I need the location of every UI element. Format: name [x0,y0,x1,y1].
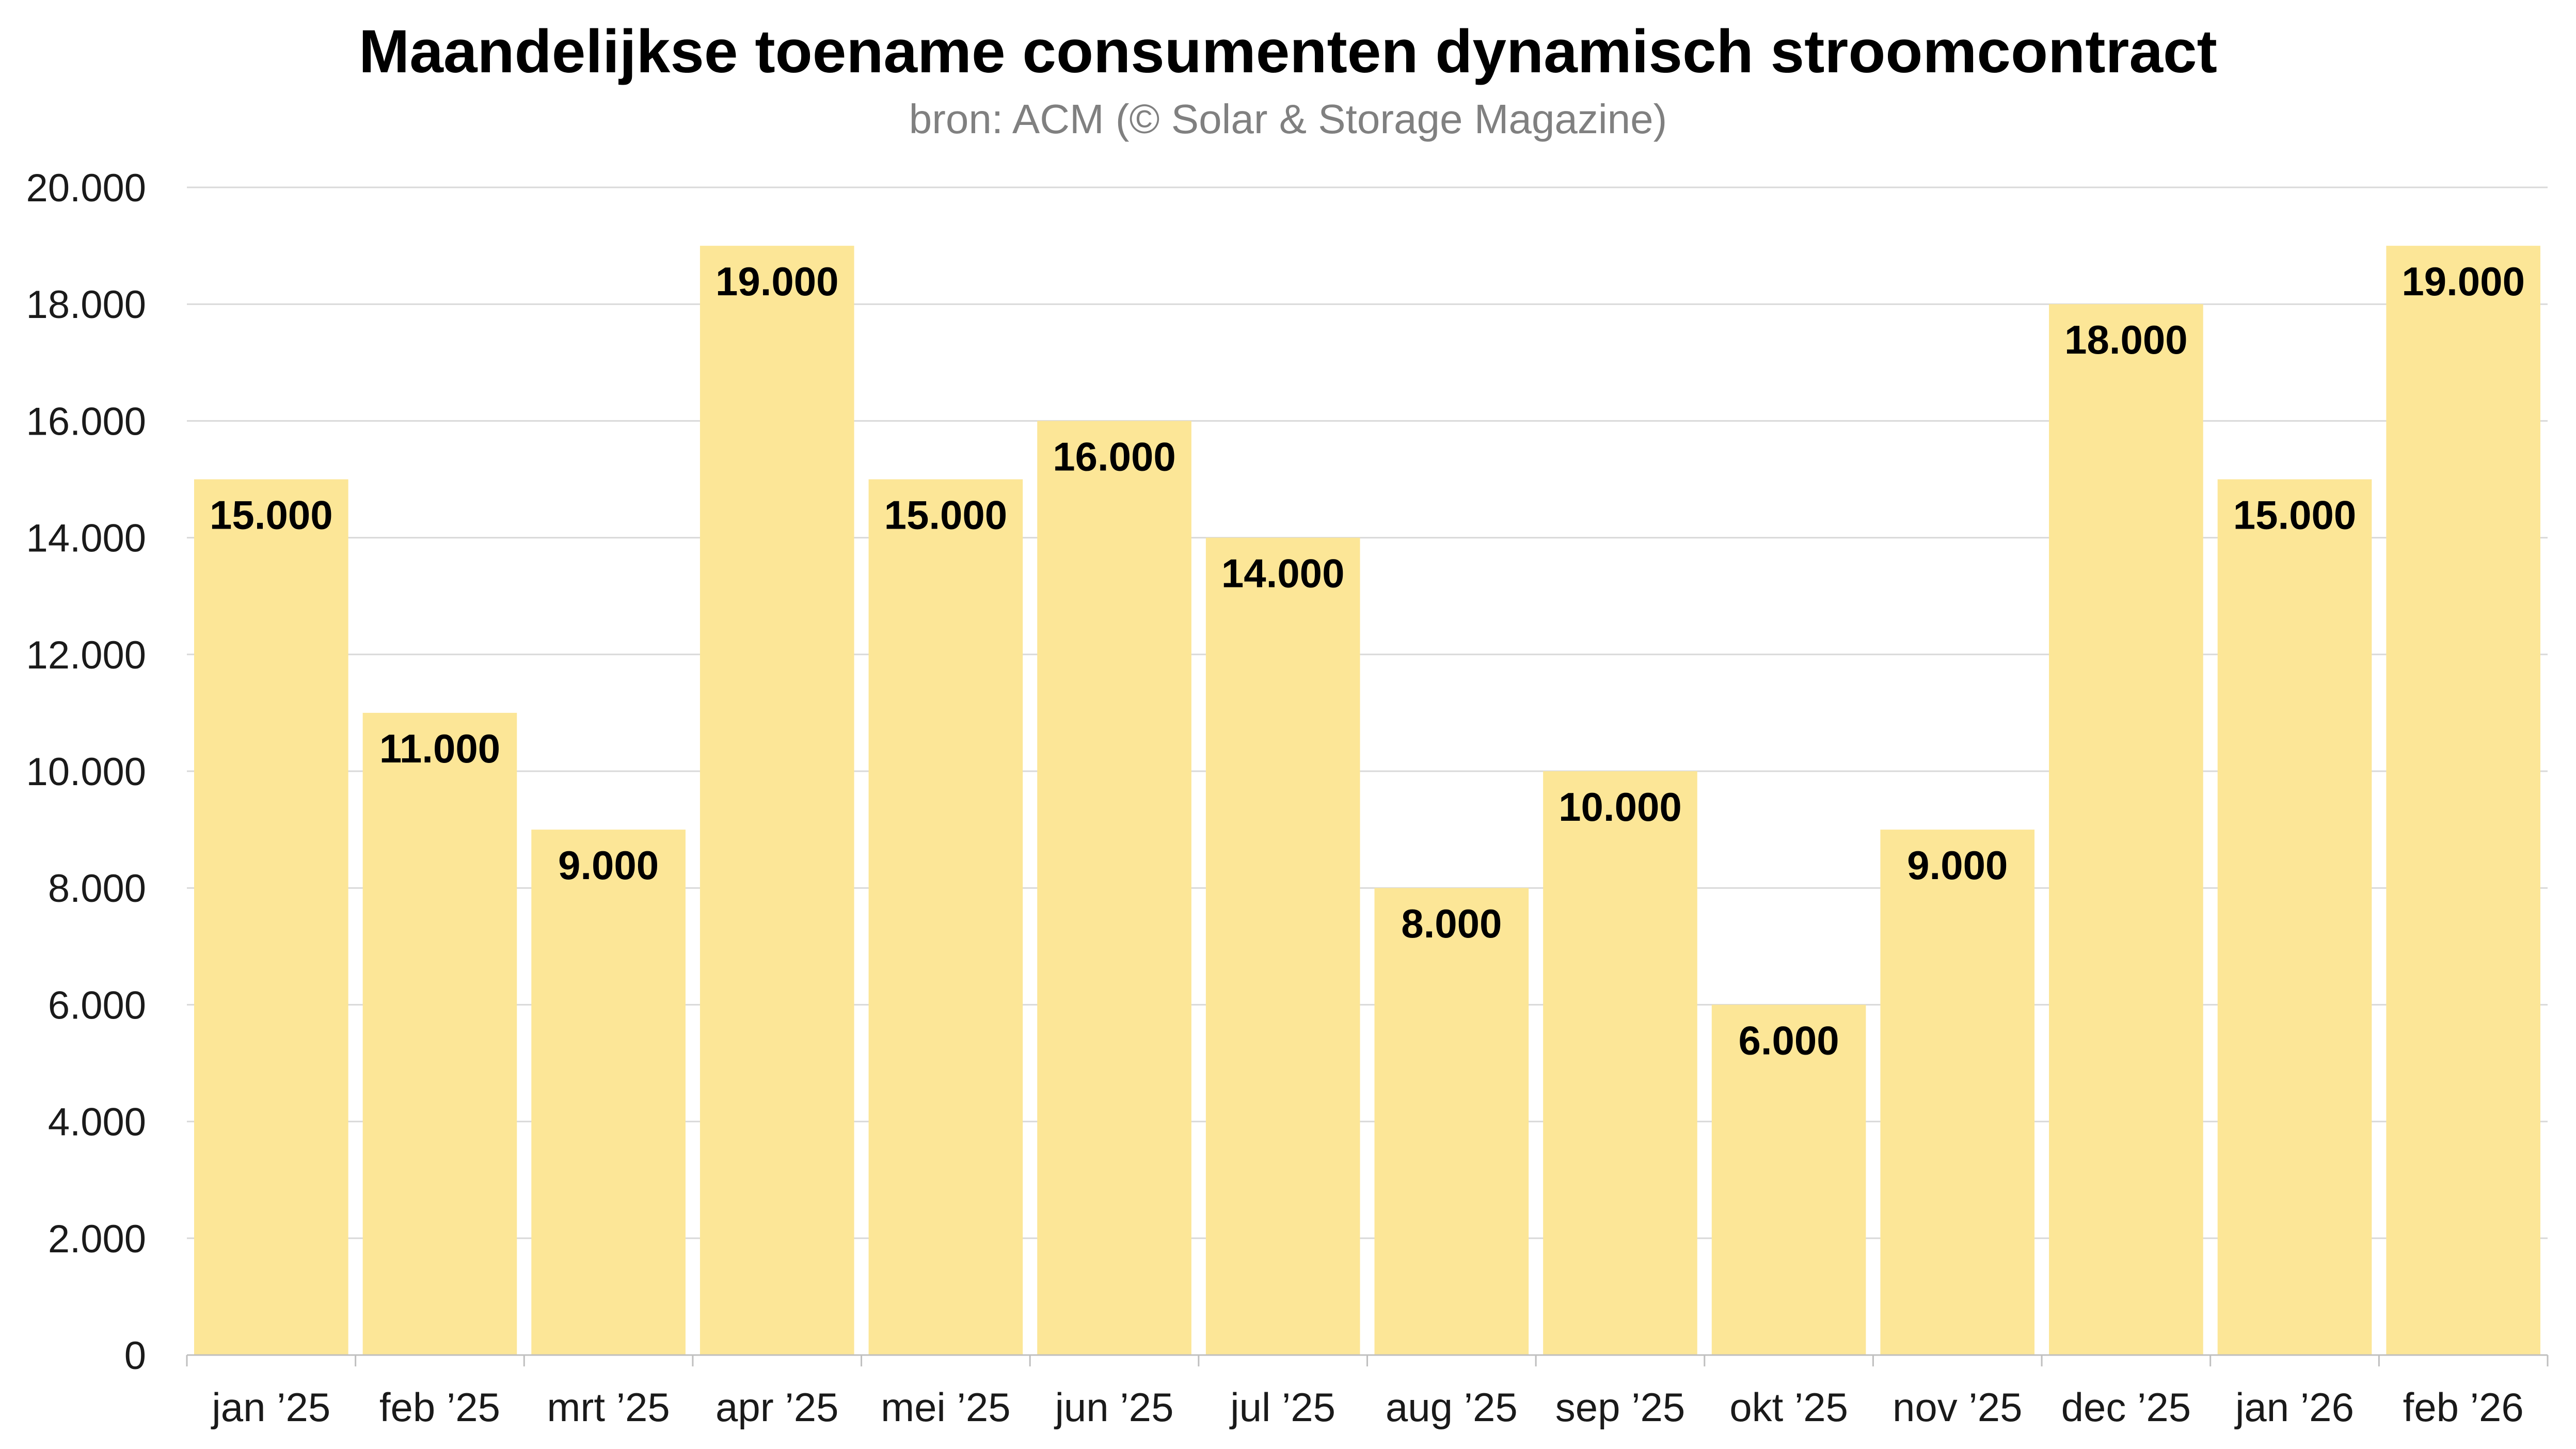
bar [194,479,348,1355]
data-label: 6.000 [1739,1017,1839,1063]
x-tick-label: jan ’25 [211,1384,330,1430]
bar [1374,888,1529,1355]
bar [699,246,854,1355]
bar [868,479,1023,1355]
x-tick-label: apr ’25 [715,1384,839,1430]
y-tick-label: 10.000 [26,750,146,794]
bar [2049,304,2203,1356]
x-tick-label: jul ’25 [1229,1384,1335,1430]
data-label: 10.000 [1559,784,1682,830]
bar [1880,830,2035,1355]
x-tick-label: dec ’25 [2061,1384,2191,1430]
data-label: 9.000 [1907,842,2008,888]
x-tick-label: mrt ’25 [547,1384,670,1430]
y-tick-label: 2.000 [48,1217,146,1261]
data-label: 14.000 [1221,551,1345,596]
bar [362,712,517,1355]
data-label: 15.000 [884,492,1008,538]
bar [2386,246,2540,1355]
x-tick-label: jan ’26 [2234,1384,2354,1430]
bar [1711,1005,1866,1355]
data-label: 9.000 [558,842,659,888]
y-tick-label: 18.000 [26,283,146,327]
data-label: 16.000 [1053,434,1176,479]
bar [531,830,686,1355]
bar [2217,479,2372,1355]
chart-subtitle: bron: ACM (© Solar & Storage Magazine) [909,96,1667,142]
bars: 15.000 11.000 9.000 19.000 15.000 16.000 14.00… [194,246,2540,1356]
data-label: 18.000 [2064,317,2188,362]
x-tick-label: jun ’25 [1054,1384,1174,1430]
y-tick-label: 16.000 [26,400,146,443]
x-tick-label: okt ’25 [1729,1384,1848,1430]
x-tick-label: aug ’25 [1386,1384,1518,1430]
x-tick-label: feb ’25 [379,1384,500,1430]
data-label: 15.000 [2233,492,2357,538]
bar [1037,421,1191,1355]
axes: 02.0004.0006.0008.00010.00012.00014.0001… [26,166,2549,1430]
chart-title: Maandelijkse toename consumenten dynamis… [359,18,2217,86]
data-label: 8.000 [1401,901,1502,946]
data-label: 19.000 [715,259,839,304]
bar [1205,537,1360,1355]
data-label: 15.000 [210,492,333,538]
data-label: 19.000 [2402,259,2525,304]
bar [1543,771,1697,1355]
x-tick-label: nov ’25 [1893,1384,2023,1430]
y-tick-label: 6.000 [48,983,146,1027]
x-tick-label: mei ’25 [881,1384,1010,1430]
y-tick-label: 20.000 [26,166,146,210]
x-tick-label: sep ’25 [1555,1384,1685,1430]
data-label: 11.000 [379,726,500,771]
y-tick-label: 12.000 [26,633,146,677]
y-tick-label: 0 [124,1334,146,1378]
y-tick-label: 14.000 [26,517,146,561]
y-tick-label: 4.000 [48,1101,146,1144]
x-tick-label: feb ’26 [2403,1384,2524,1430]
y-tick-label: 8.000 [48,867,146,911]
